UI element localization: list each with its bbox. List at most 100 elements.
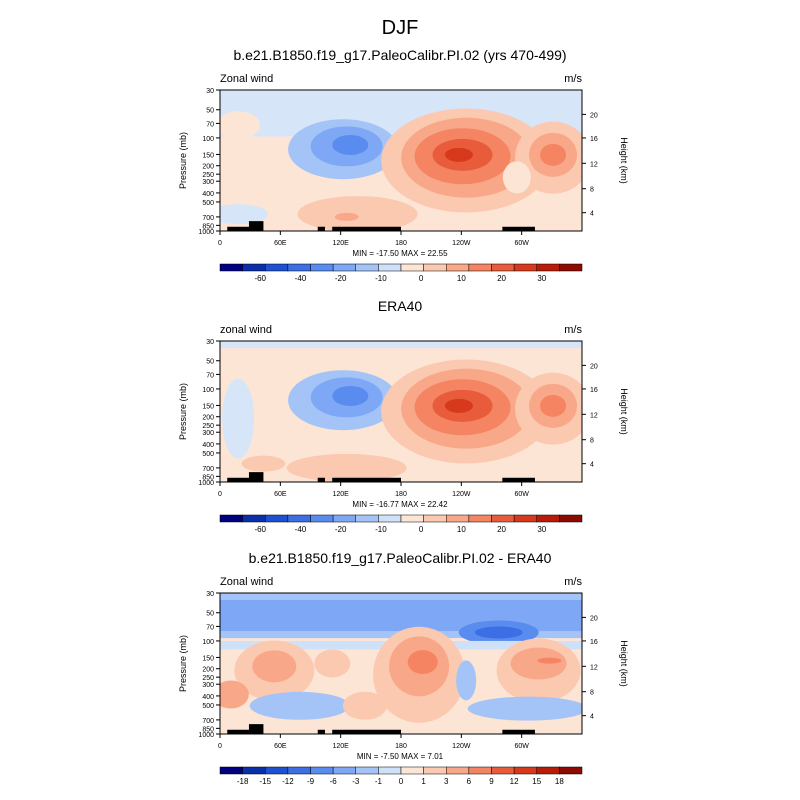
colorbar-label: -15 <box>259 777 271 786</box>
contour-blob <box>332 385 369 406</box>
colorbar-label: 30 <box>537 274 546 283</box>
height-tick-label: 12 <box>590 664 598 671</box>
y-tick-label: 700 <box>202 215 214 222</box>
topography-mask <box>502 477 535 482</box>
y-tick-label: 200 <box>202 667 214 674</box>
y-tick-label: 300 <box>202 682 214 689</box>
y-tick-label: 70 <box>206 624 214 631</box>
contour-blob <box>510 647 567 680</box>
y-axis-title: Pressure (mb) <box>178 132 188 189</box>
min-max-stats: MIN = -16.77 MAX = 22.42 <box>352 500 448 509</box>
height-tick-label: 16 <box>590 387 598 394</box>
topography-mask <box>317 729 325 734</box>
x-tick-label: 0 <box>218 240 222 247</box>
height-tick-label: 16 <box>590 136 598 143</box>
colorbar-label: -20 <box>335 525 347 534</box>
colorbar-swatch <box>355 263 379 272</box>
colorbar-label: 15 <box>532 777 541 786</box>
y-tick-label: 300 <box>202 179 214 186</box>
topography-mask <box>332 729 401 734</box>
contour-blob <box>220 111 261 140</box>
y-axis-title: Pressure (mb) <box>178 383 188 440</box>
colorbar-swatch <box>378 514 402 523</box>
x-tick-label: 60W <box>514 491 529 498</box>
colorbar-swatch <box>513 514 537 523</box>
colorbar-swatch <box>378 766 402 775</box>
y-tick-label: 1000 <box>198 480 214 487</box>
colorbar-label: 6 <box>467 777 472 786</box>
height-tick-label: 20 <box>590 615 598 622</box>
colorbar-label: -3 <box>352 777 360 786</box>
right-axis-title: Height (km) <box>619 388 629 435</box>
colorbar-swatch <box>242 766 266 775</box>
colorbar-swatch <box>265 766 289 775</box>
y-tick-label: 200 <box>202 415 214 422</box>
contour-blob <box>342 691 387 720</box>
colorbar-swatch <box>559 514 583 523</box>
colorbar-swatch <box>536 766 560 775</box>
y-tick-label: 70 <box>206 121 214 128</box>
contour-blob <box>444 147 473 162</box>
colorbar-label: -1 <box>375 777 383 786</box>
topography-mask <box>332 477 401 482</box>
topography-mask <box>227 477 260 482</box>
y-tick-label: 250 <box>202 675 214 682</box>
y-tick-label: 1000 <box>198 229 214 236</box>
y-tick-label: 700 <box>202 718 214 725</box>
colorbar-swatch <box>423 514 447 523</box>
height-tick-label: 8 <box>590 187 594 194</box>
colorbar-swatch <box>378 263 402 272</box>
colorbar-label: -40 <box>295 525 307 534</box>
colorbar-swatch <box>355 766 379 775</box>
height-tick-label: 4 <box>590 714 594 721</box>
units-label: m/s <box>564 73 582 85</box>
contour-blob <box>537 657 562 664</box>
colorbar-label: 30 <box>537 525 546 534</box>
colorbar-swatch <box>287 263 311 272</box>
y-tick-label: 70 <box>206 372 214 379</box>
colorbar-swatch <box>423 263 447 272</box>
colorbar-label: 9 <box>489 777 494 786</box>
contour-field <box>220 90 582 231</box>
y-tick-label: 250 <box>202 423 214 430</box>
colorbar-swatch <box>332 514 356 523</box>
topography-mask <box>502 226 535 231</box>
colorbar-label: -10 <box>375 274 387 283</box>
x-tick-label: 60E <box>274 743 287 750</box>
y-tick-label: 30 <box>206 591 214 598</box>
y-tick-label: 50 <box>206 359 214 366</box>
height-tick-label: 8 <box>590 438 594 445</box>
y-tick-label: 150 <box>202 655 214 662</box>
colorbar-swatch <box>219 514 243 523</box>
colorbar-label: 0 <box>419 274 424 283</box>
contour-blob <box>297 196 418 231</box>
height-tick-label: 20 <box>590 363 598 370</box>
colorbar-label: 0 <box>419 525 424 534</box>
topography-mask <box>317 477 325 482</box>
y-tick-label: 250 <box>202 172 214 179</box>
topography-mask <box>248 724 264 734</box>
contour-field <box>220 341 582 482</box>
contour-band <box>220 341 582 349</box>
y-tick-label: 30 <box>206 88 214 95</box>
contour-blob <box>540 394 567 417</box>
y-tick-label: 400 <box>202 442 214 449</box>
colorbar-swatch <box>242 263 266 272</box>
panel-title: b.e21.B1850.f19_g17.PaleoCalibr.PI.02 - … <box>249 550 552 566</box>
x-tick-label: 120W <box>452 491 471 498</box>
units-label: m/s <box>564 576 582 588</box>
topography-mask <box>227 226 260 231</box>
colorbar-label: 20 <box>497 274 506 283</box>
y-tick-label: 100 <box>202 387 214 394</box>
colorbar-label: -60 <box>254 525 266 534</box>
contour-blob <box>222 378 255 459</box>
contour-blob <box>467 696 582 721</box>
colorbar-label: 10 <box>457 525 466 534</box>
y-tick-label: 400 <box>202 694 214 701</box>
colorbar-label: -6 <box>330 777 338 786</box>
contour-blob <box>252 650 297 683</box>
x-tick-label: 120E <box>332 491 349 498</box>
colorbar-swatch <box>559 263 583 272</box>
contour-blob <box>444 398 473 413</box>
